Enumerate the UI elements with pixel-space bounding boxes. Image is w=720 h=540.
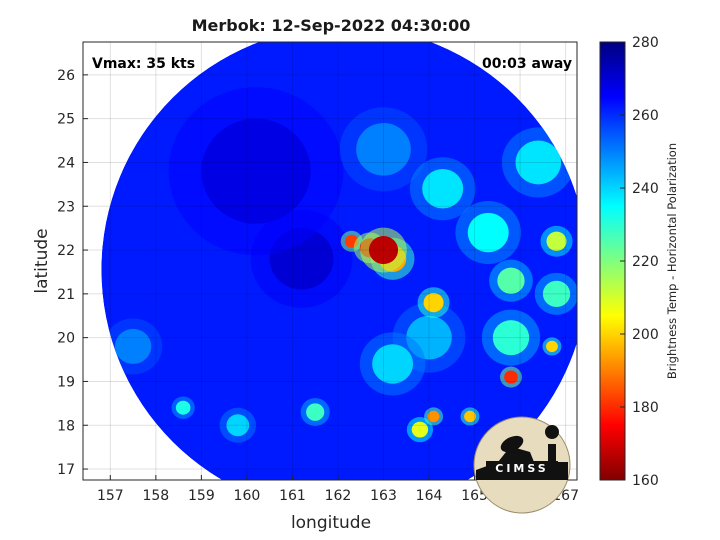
colorbar-tick-label: 240 bbox=[632, 181, 659, 197]
bt-feature bbox=[175, 400, 191, 415]
time-offset-annotation: 00:03 away bbox=[482, 56, 572, 72]
colorbar-tick-label: 260 bbox=[632, 108, 659, 124]
cimss-logo: CIMSS bbox=[473, 416, 571, 514]
bt-feature bbox=[497, 267, 525, 294]
colorbar-tick-label: 280 bbox=[632, 35, 659, 51]
bt-feature bbox=[504, 370, 518, 384]
colorbar-tick-label: 220 bbox=[632, 254, 659, 270]
x-tick-label: 158 bbox=[142, 488, 169, 504]
bt-feature bbox=[467, 212, 509, 253]
bt-feature bbox=[423, 292, 444, 313]
bt-feature bbox=[546, 340, 558, 353]
bt-feature bbox=[201, 118, 311, 224]
colorbar-label: Brightness Temp - Horizontal Polarizatio… bbox=[665, 143, 679, 379]
y-tick-label: 26 bbox=[57, 68, 75, 84]
bt-feature bbox=[427, 410, 440, 423]
y-tick-label: 23 bbox=[57, 199, 75, 215]
logo-text: CIMSS bbox=[495, 462, 548, 475]
bt-feature bbox=[356, 123, 411, 176]
y-axis-ticks: 17 18 19 20 21 22 23 24 25 26 bbox=[57, 68, 88, 478]
colorbar-tick-label: 200 bbox=[632, 327, 659, 343]
bt-feature bbox=[226, 414, 250, 437]
x-tick-label: 157 bbox=[97, 488, 124, 504]
bt-feature bbox=[464, 410, 476, 423]
x-tick-label: 159 bbox=[188, 488, 215, 504]
x-axis-label: longitude bbox=[291, 513, 371, 533]
x-tick-label: 160 bbox=[234, 488, 261, 504]
y-tick-label: 17 bbox=[57, 462, 75, 478]
y-axis-label: latitude bbox=[32, 228, 52, 293]
y-tick-label: 21 bbox=[57, 287, 75, 303]
chart-title: Merbok: 12-Sep-2022 04:30:00 bbox=[192, 16, 471, 35]
y-tick-label: 25 bbox=[57, 112, 75, 128]
x-tick-label: 165 bbox=[461, 488, 488, 504]
bt-feature bbox=[492, 320, 530, 356]
bt-feature bbox=[515, 140, 562, 185]
x-tick-label: 161 bbox=[279, 488, 306, 504]
y-tick-label: 24 bbox=[57, 155, 75, 171]
bt-feature bbox=[306, 403, 325, 421]
bt-feature bbox=[422, 169, 464, 209]
bt-feature bbox=[368, 236, 399, 265]
vmax-annotation: Vmax: 35 kts bbox=[92, 56, 195, 72]
x-tick-label: 162 bbox=[325, 488, 352, 504]
bt-feature bbox=[114, 328, 152, 364]
bt-feature bbox=[372, 344, 414, 384]
y-tick-label: 19 bbox=[57, 374, 75, 390]
y-tick-label: 22 bbox=[57, 243, 75, 259]
colorbar-tick-label: 160 bbox=[632, 473, 659, 489]
y-tick-label: 18 bbox=[57, 418, 75, 434]
plot-frame bbox=[82, 41, 578, 481]
bt-feature bbox=[546, 231, 567, 251]
colorbar-tick-label: 180 bbox=[632, 400, 659, 416]
x-tick-label: 163 bbox=[370, 488, 397, 504]
colorbar-ticks: 160 180 200 220 240 260 280 bbox=[620, 35, 659, 489]
bt-feature bbox=[542, 280, 571, 307]
x-tick-label: 164 bbox=[416, 488, 443, 504]
bt-feature bbox=[411, 421, 429, 438]
y-tick-label: 20 bbox=[57, 331, 75, 347]
